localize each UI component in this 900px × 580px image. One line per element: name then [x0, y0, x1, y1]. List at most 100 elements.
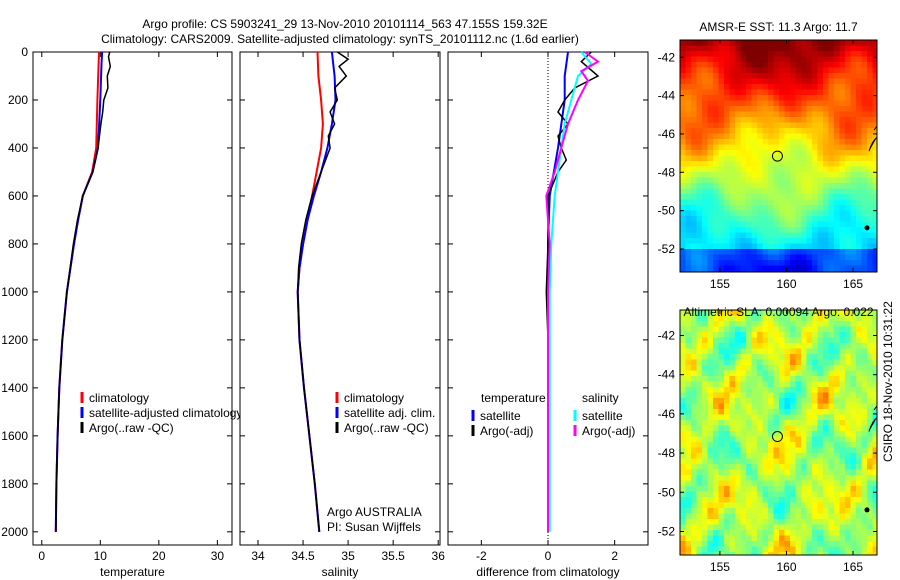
map-cell — [850, 321, 857, 327]
map-cell — [834, 51, 840, 57]
map-cell — [724, 453, 730, 459]
map-cell — [867, 447, 873, 454]
map-cell — [790, 194, 796, 200]
map-cell — [680, 155, 686, 162]
map-cell — [801, 122, 807, 129]
map-cell — [801, 552, 807, 556]
map-cell — [773, 128, 780, 134]
map-cell — [817, 398, 824, 404]
map-cell — [707, 106, 714, 112]
map-cell — [779, 343, 785, 349]
map-cell — [773, 348, 780, 355]
map-cell — [801, 133, 807, 140]
map-cell — [850, 161, 857, 167]
map-cell — [861, 387, 868, 393]
map-cell — [757, 348, 763, 355]
map-cell — [707, 183, 714, 189]
map-cell — [702, 376, 708, 382]
map-cell — [795, 221, 802, 228]
map-cell — [729, 260, 736, 266]
map-cell — [839, 100, 846, 107]
map-cell — [724, 315, 730, 322]
map-cell — [806, 199, 813, 206]
map-cell — [823, 78, 829, 85]
map-cell — [795, 464, 802, 470]
map-cell — [872, 513, 878, 520]
map-cell — [724, 469, 730, 476]
map-cell — [850, 475, 857, 481]
map-cell — [751, 502, 758, 509]
map-cell — [751, 409, 758, 415]
map-cell — [779, 469, 785, 476]
map-cell — [856, 106, 862, 112]
map-cell — [839, 166, 846, 173]
map-cell — [685, 541, 692, 547]
map-cell — [746, 442, 752, 448]
map-cell — [817, 502, 824, 509]
map-cell — [779, 354, 785, 360]
map-cell — [691, 100, 697, 107]
map-cell — [685, 365, 692, 371]
map-cell — [768, 332, 774, 338]
map-cell — [751, 403, 758, 410]
map-cell — [773, 321, 780, 327]
map-cell — [751, 84, 758, 90]
map-cell — [707, 447, 714, 454]
map-cell — [801, 530, 807, 536]
map-cell — [713, 376, 719, 382]
map-cell — [828, 337, 835, 344]
map-cell — [696, 89, 703, 96]
map-cell — [718, 546, 725, 553]
map-cell — [806, 343, 813, 349]
map-cell — [762, 332, 769, 338]
map-cell — [823, 337, 829, 344]
map-cell — [801, 535, 807, 542]
map-cell — [828, 139, 835, 145]
map-cell — [812, 51, 818, 57]
map-cell — [702, 89, 708, 96]
map-cell — [839, 78, 846, 85]
map-cell — [790, 62, 796, 68]
map-cell — [729, 541, 736, 547]
map-cell — [806, 161, 813, 167]
map-cell — [839, 56, 846, 63]
map-cell — [740, 321, 747, 327]
map-cell — [795, 365, 802, 371]
map-cell — [729, 530, 736, 536]
map-cell — [850, 315, 857, 322]
map-cell — [685, 227, 692, 233]
map-cell — [850, 541, 857, 547]
map-cell — [834, 436, 840, 443]
map-cell — [751, 447, 758, 454]
map-cell — [828, 243, 835, 250]
x-tick-label: 20 — [152, 549, 166, 563]
map-cell — [735, 552, 741, 556]
map-cell — [806, 78, 813, 85]
map-cell — [812, 535, 818, 542]
map-cell — [784, 238, 791, 244]
map-cell — [713, 541, 719, 547]
map-cell — [685, 150, 692, 156]
map-cell — [762, 475, 769, 481]
map-cell — [680, 321, 686, 327]
map-cell — [872, 497, 878, 503]
map-cell — [768, 210, 774, 217]
map-cell — [845, 530, 851, 536]
map-cell — [872, 194, 878, 200]
map-cell — [867, 332, 873, 338]
map-cell — [867, 398, 873, 404]
map-cell — [696, 238, 703, 244]
map-cell — [812, 84, 818, 90]
map-cell — [790, 51, 796, 57]
map-cell — [762, 464, 769, 470]
map-cell — [784, 62, 791, 68]
map-cell — [746, 133, 752, 140]
map-cell — [729, 513, 736, 520]
map-cell — [817, 161, 824, 167]
map-cell — [691, 232, 697, 239]
map-cell — [872, 117, 878, 123]
map-cell — [713, 117, 719, 123]
map-cell — [828, 227, 835, 233]
map-cell — [724, 78, 730, 85]
map-cell — [790, 326, 796, 333]
